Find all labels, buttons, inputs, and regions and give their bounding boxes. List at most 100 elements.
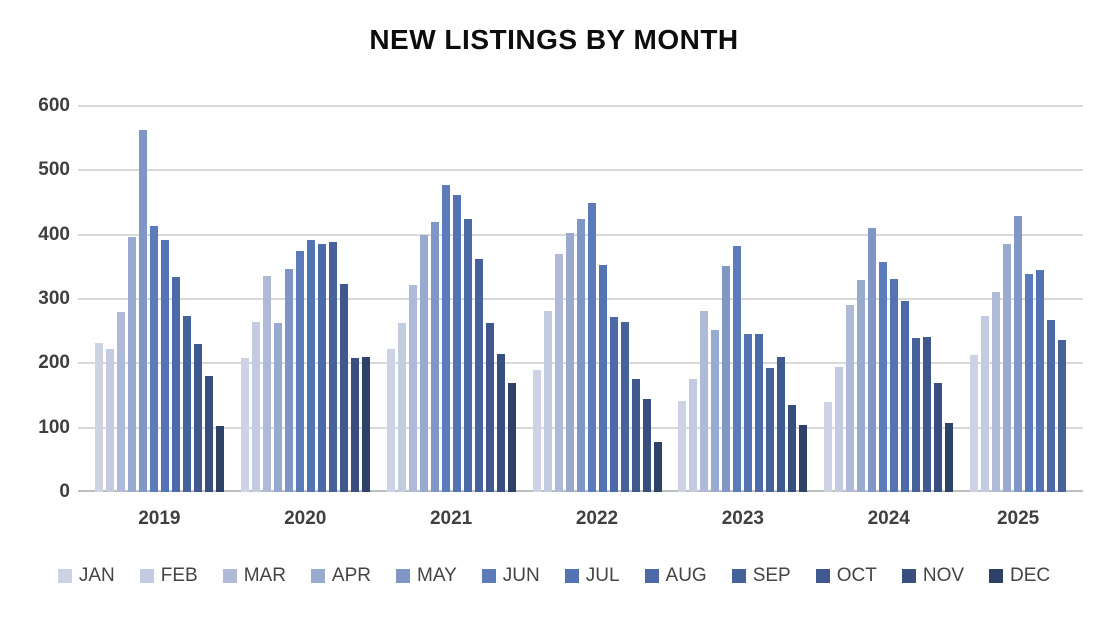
- legend-swatch-jan: [57, 569, 72, 583]
- legend-item-feb: FEB: [139, 565, 198, 587]
- bar-2020-apr: [273, 322, 282, 492]
- bar-2022-feb: [543, 310, 552, 492]
- legend-item-dec: DEC: [989, 565, 1050, 587]
- bar-2022-jul: [598, 264, 607, 492]
- x-axis-label-2020: 2020: [284, 508, 327, 529]
- bar-2019-nov: [204, 376, 213, 492]
- bar-2025-jul: [1036, 270, 1045, 492]
- bar-2024-oct: [923, 336, 932, 492]
- bar-2023-mar: [700, 310, 709, 492]
- bar-2019-apr: [127, 236, 136, 492]
- bar-2022-may: [576, 219, 585, 492]
- legend-swatch-jun: [481, 569, 496, 583]
- bar-2021-sep: [474, 259, 483, 492]
- legend-swatch-may: [396, 569, 410, 583]
- legend-swatch-aug: [644, 569, 659, 583]
- year-group-2019: 2019: [94, 106, 224, 529]
- bar-2025-jun: [1025, 273, 1034, 492]
- bar-2024-jun: [879, 261, 888, 492]
- bar-2023-oct: [777, 356, 786, 492]
- x-axis-label-2022: 2022: [575, 508, 619, 529]
- bar-2021-jul: [452, 195, 461, 492]
- bar-2025-apr: [1003, 243, 1012, 492]
- x-axis-label-2023: 2023: [721, 508, 765, 529]
- legend-swatch-dec: [989, 569, 1004, 583]
- bar-2022-aug: [609, 317, 618, 492]
- y-tick-label-400: 400: [38, 223, 70, 245]
- bar-2023-jul: [744, 334, 753, 492]
- legend-swatch-apr: [310, 569, 325, 583]
- plot-area: 0 100 200 300 400 500 600 2019 2020 2021 2022 2023…: [38, 95, 1083, 529]
- legend-item-jul: JUL: [564, 565, 620, 587]
- bar-2024-sep: [912, 338, 921, 492]
- legend-label-sep: SEP: [752, 565, 791, 586]
- bar-2022-mar: [554, 253, 563, 492]
- legend-swatch-jul: [564, 569, 579, 583]
- bar-2023-feb: [689, 379, 698, 492]
- y-tick-label-500: 500: [38, 159, 70, 181]
- bar-2021-oct: [485, 323, 494, 492]
- bar-2023-apr: [711, 329, 720, 492]
- bar-2020-nov: [350, 358, 359, 492]
- bar-2019-may: [138, 130, 147, 492]
- bar-2020-sep: [328, 241, 337, 492]
- legend-label-jul: JUL: [585, 565, 620, 586]
- bar-2020-may: [284, 269, 293, 492]
- legend-label-dec: DEC: [1010, 565, 1051, 586]
- bar-2024-apr: [857, 279, 866, 492]
- bar-2020-jul: [306, 239, 315, 492]
- legend-label-jun: JUN: [502, 565, 540, 586]
- legend-item-aug: AUG: [644, 565, 707, 587]
- bar-2019-jun: [149, 226, 158, 492]
- year-group-2020: 2020: [240, 106, 370, 529]
- bar-2021-nov: [496, 354, 505, 492]
- bar-2022-jan: [532, 369, 541, 492]
- bar-2020-mar: [262, 275, 271, 492]
- bar-2019-mar: [116, 311, 125, 492]
- chart-title: NEW LISTINGS BY MONTH: [369, 24, 739, 55]
- bar-2024-feb: [835, 366, 844, 492]
- x-axis-label-2025: 2025: [996, 508, 1040, 529]
- y-tick-label-0: 0: [59, 481, 70, 502]
- bar-2023-may: [722, 265, 731, 492]
- bar-2025-sep: [1058, 339, 1067, 492]
- legend-label-aug: AUG: [665, 565, 707, 586]
- bar-2019-sep: [182, 315, 191, 492]
- bar-2025-may: [1014, 216, 1023, 492]
- legend-label-oct: OCT: [836, 565, 877, 586]
- legend-item-mar: MAR: [222, 565, 286, 587]
- bar-2020-aug: [317, 244, 326, 492]
- legend-swatch-feb: [139, 569, 154, 583]
- bar-2020-jan: [240, 357, 249, 492]
- bar-2021-feb: [397, 322, 406, 492]
- year-group-2025: 2025: [970, 106, 1067, 529]
- bar-2019-aug: [171, 277, 180, 492]
- bar-2023-aug: [755, 334, 764, 492]
- bar-2021-apr: [419, 234, 428, 492]
- bar-2022-oct: [631, 379, 640, 492]
- year-group-2021: 2021: [386, 106, 516, 529]
- bar-2022-nov: [642, 398, 651, 492]
- bar-2025-mar: [992, 291, 1001, 492]
- bar-2024-jan: [824, 401, 833, 492]
- bar-2021-dec: [507, 382, 516, 492]
- x-axis-label-2021: 2021: [429, 508, 473, 529]
- bar-2019-dec: [215, 425, 224, 492]
- bar-2021-jan: [386, 348, 395, 492]
- bar-2021-jun: [441, 184, 450, 492]
- legend-label-mar: MAR: [243, 565, 286, 586]
- bar-2022-sep: [620, 322, 629, 492]
- bar-2019-jul: [160, 239, 169, 492]
- bar-2023-nov: [788, 405, 797, 492]
- bar-2019-oct: [193, 344, 202, 492]
- legend-swatch-mar: [222, 569, 237, 583]
- bar-2025-jan: [970, 354, 979, 492]
- legend-swatch-nov: [901, 569, 916, 583]
- legend: JAN FEB MAR APR MAY JUN JUL AUG SEP OCT NOV DEC: [0, 565, 1108, 587]
- legend-item-apr: APR: [310, 565, 371, 587]
- x-axis-label-2019: 2019: [138, 508, 181, 529]
- bar-2024-aug: [901, 300, 910, 492]
- legend-swatch-oct: [815, 569, 830, 583]
- bar-2024-may: [868, 228, 877, 492]
- bar-2024-dec: [945, 422, 954, 492]
